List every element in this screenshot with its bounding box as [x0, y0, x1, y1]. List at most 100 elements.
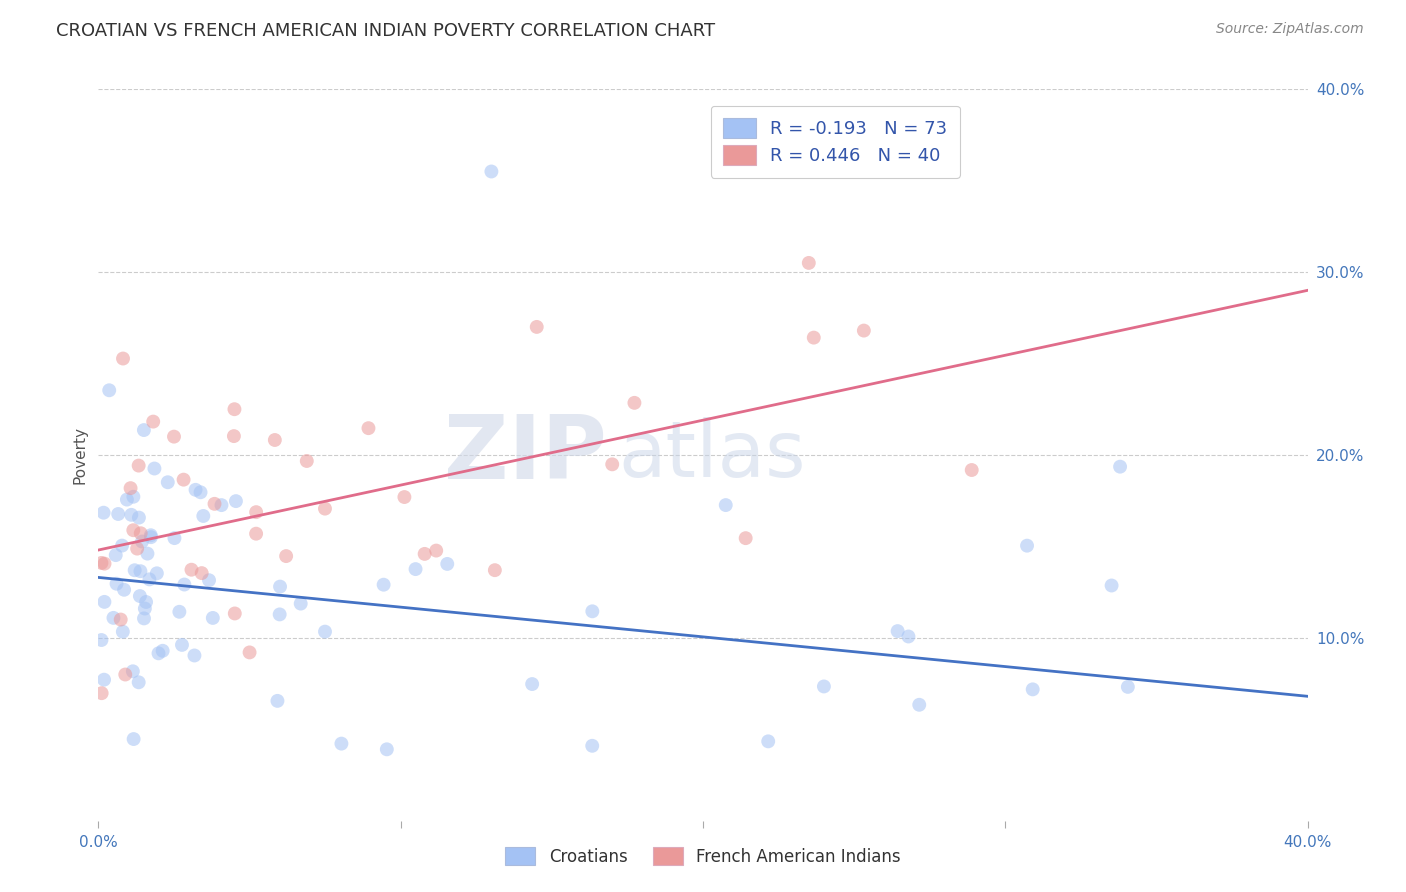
Point [290, 597, 312, 611]
Point [225, 494, 247, 508]
Y-axis label: Poverty: Poverty [72, 425, 87, 484]
Point [413, 547, 436, 561]
Point [756, 734, 779, 748]
Point [581, 604, 603, 618]
Point [124, 563, 146, 577]
Point [405, 562, 427, 576]
Point [193, 508, 215, 523]
Point [122, 732, 145, 747]
Point [128, 510, 150, 524]
Point [173, 577, 195, 591]
Point [121, 665, 143, 679]
Point [886, 624, 908, 639]
Point [98, 384, 121, 398]
Point [204, 497, 226, 511]
Point [269, 607, 291, 622]
Point [135, 595, 157, 609]
Point [120, 481, 142, 495]
Point [239, 645, 262, 659]
Point [111, 351, 134, 366]
Point [142, 415, 165, 429]
Point [314, 624, 336, 639]
Point [803, 330, 825, 344]
Point [90, 556, 112, 570]
Point [169, 605, 191, 619]
Point [224, 607, 246, 621]
Point [105, 576, 128, 591]
Point [112, 582, 135, 597]
Point [139, 530, 162, 544]
Point [156, 475, 179, 490]
Point [128, 458, 150, 473]
Point [526, 319, 548, 334]
Point [263, 433, 285, 447]
Point [1021, 682, 1043, 697]
Point [190, 566, 212, 581]
Point [190, 485, 212, 500]
Text: CROATIAN VS FRENCH AMERICAN INDIAN POVERTY CORRELATION CHART: CROATIAN VS FRENCH AMERICAN INDIAN POVER… [56, 22, 716, 40]
Point [132, 611, 155, 625]
Point [143, 461, 166, 475]
Point [201, 611, 224, 625]
Point [373, 577, 395, 591]
Point [1101, 578, 1123, 592]
Point [600, 458, 623, 472]
Point [436, 557, 458, 571]
Point [90, 686, 112, 700]
Text: atlas: atlas [619, 417, 806, 493]
Point [173, 473, 195, 487]
Point [146, 566, 169, 581]
Point [425, 543, 447, 558]
Point [148, 646, 170, 660]
Point [960, 463, 983, 477]
Point [152, 644, 174, 658]
Point [128, 675, 150, 690]
Point [1116, 680, 1139, 694]
Point [114, 667, 136, 681]
Point [183, 648, 205, 663]
Point [93, 595, 115, 609]
Point [1109, 459, 1132, 474]
Point [110, 613, 132, 627]
Point [375, 742, 398, 756]
Point [357, 421, 380, 435]
Point [111, 539, 134, 553]
Point [136, 547, 159, 561]
Point [90, 633, 112, 648]
Legend: Croatians, French American Indians: Croatians, French American Indians [492, 834, 914, 880]
Point [394, 490, 416, 504]
Point [797, 256, 820, 270]
Point [520, 677, 543, 691]
Point [734, 531, 756, 545]
Text: Source: ZipAtlas.com: Source: ZipAtlas.com [1216, 22, 1364, 37]
Point [266, 694, 288, 708]
Point [139, 528, 162, 542]
Point [134, 601, 156, 615]
Point [170, 638, 193, 652]
Text: ZIP: ZIP [443, 411, 606, 499]
Point [1015, 539, 1038, 553]
Point [107, 507, 129, 521]
Point [224, 402, 246, 417]
Point [581, 739, 603, 753]
Point [163, 531, 186, 545]
Point [103, 611, 125, 625]
Point [276, 549, 298, 563]
Point [481, 164, 503, 178]
Point [115, 492, 138, 507]
Point [122, 523, 145, 537]
Point [245, 505, 267, 519]
Point [129, 564, 152, 578]
Point [111, 624, 134, 639]
Point [245, 526, 267, 541]
Point [93, 673, 115, 687]
Point [122, 490, 145, 504]
Point [623, 396, 645, 410]
Point [180, 563, 202, 577]
Point [269, 580, 291, 594]
Point [104, 548, 127, 562]
Point [93, 557, 115, 571]
Point [211, 498, 233, 512]
Point [484, 563, 506, 577]
Point [93, 506, 115, 520]
